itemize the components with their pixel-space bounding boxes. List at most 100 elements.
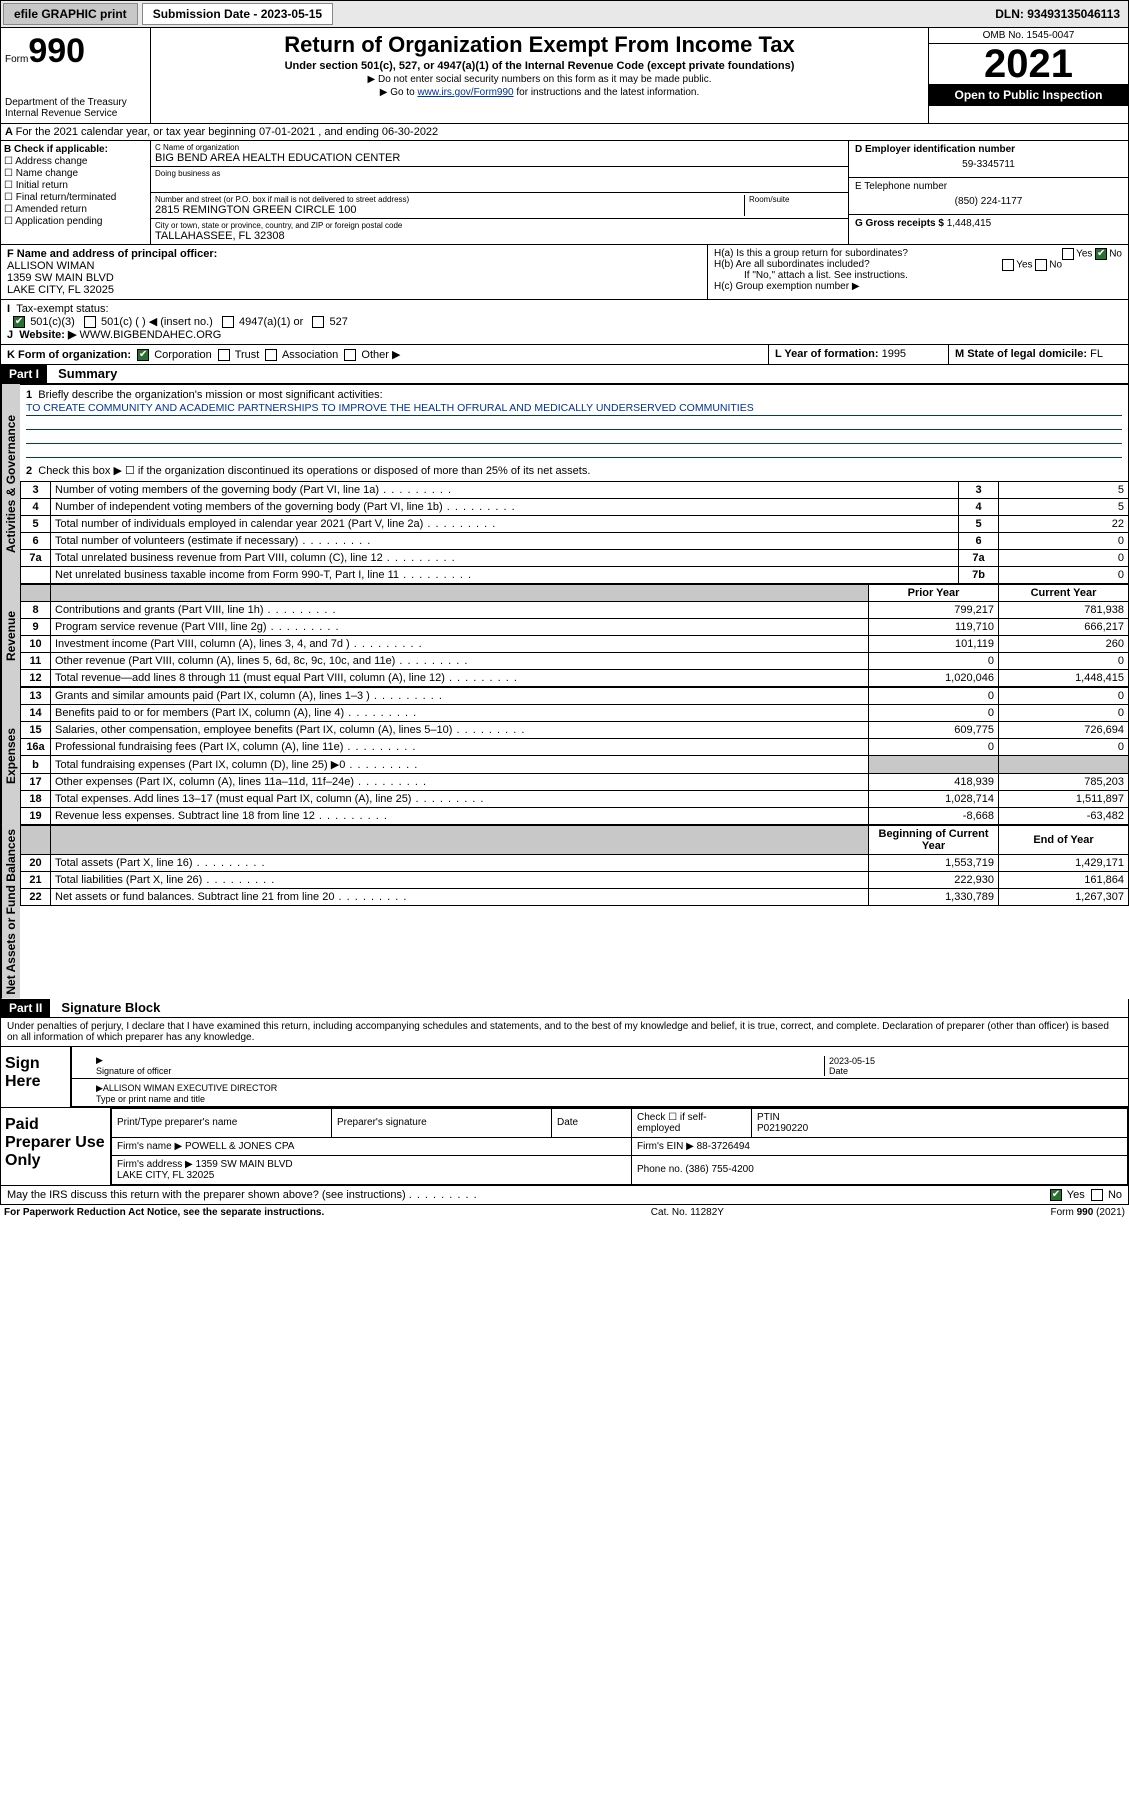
line-a-tax-year: A For the 2021 calendar year, or tax yea… — [0, 124, 1129, 141]
hb-yes[interactable] — [1002, 259, 1014, 271]
table-row: 21Total liabilities (Part X, line 26)222… — [21, 872, 1129, 889]
department-label: Department of the Treasury Internal Reve… — [5, 97, 146, 119]
q1-label: Briefly describe the organization's miss… — [38, 389, 382, 401]
part-2-label: Part II — [1, 999, 50, 1017]
preparer-table: Print/Type preparer's name Preparer's si… — [111, 1108, 1128, 1185]
net-assets-table: Beginning of Current YearEnd of Year 20T… — [20, 825, 1129, 906]
firm-name: POWELL & JONES CPA — [185, 1141, 294, 1152]
section-net-assets: Net Assets or Fund Balances Beginning of… — [0, 825, 1129, 999]
efile-print-button[interactable]: efile GRAPHIC print — [3, 3, 138, 25]
cb-final-return[interactable]: ☐ Final return/terminated — [4, 192, 147, 203]
h-c: H(c) Group exemption number ▶ — [714, 281, 1122, 292]
cb-address-change[interactable]: ☐ Address change — [4, 156, 147, 167]
cb-501c3[interactable]: ✔ — [13, 316, 25, 328]
mission-blank-3 — [26, 444, 1122, 458]
website-label: Website: ▶ — [19, 329, 76, 341]
box-b-title: B Check if applicable: — [4, 144, 108, 155]
perjury-statement: Under penalties of perjury, I declare th… — [1, 1018, 1128, 1046]
irs-link[interactable]: www.irs.gov/Form990 — [417, 87, 513, 98]
dln-label: DLN: 93493135046113 — [987, 3, 1128, 25]
ha-no[interactable]: ✔ — [1095, 248, 1107, 260]
table-row: 17Other expenses (Part IX, column (A), l… — [21, 774, 1129, 791]
firm-phone-label: Phone no. — [637, 1164, 683, 1175]
table-row: 12Total revenue—add lines 8 through 11 (… — [21, 670, 1129, 687]
table-row: 15Salaries, other compensation, employee… — [21, 722, 1129, 739]
cb-initial-return[interactable]: ☐ Initial return — [4, 180, 147, 191]
table-row: bTotal fundraising expenses (Part IX, co… — [21, 756, 1129, 774]
firm-addr-label: Firm's address ▶ — [117, 1159, 193, 1170]
section-b-through-g: B Check if applicable: ☐ Address change … — [0, 141, 1129, 245]
dba-label: Doing business as — [155, 169, 844, 178]
table-row: 16aProfessional fundraising fees (Part I… — [21, 739, 1129, 756]
part-1-header: Part I Summary — [0, 365, 1129, 384]
officer-label: F Name and address of principal officer: — [7, 248, 217, 260]
type-name-label: Type or print name and title — [96, 1094, 205, 1104]
hdr-prior-year: Prior Year — [869, 585, 999, 602]
form-org-label: K Form of organization: — [7, 349, 131, 361]
cb-501c[interactable] — [84, 316, 96, 328]
vlabel-governance: Activities & Governance — [1, 384, 20, 584]
q2-label: Check this box ▶ ☐ if the organization d… — [38, 465, 590, 477]
cb-527[interactable] — [312, 316, 324, 328]
hb-no[interactable] — [1035, 259, 1047, 271]
table-row: 20Total assets (Part X, line 16)1,553,71… — [21, 855, 1129, 872]
footer-mid: Cat. No. 11282Y — [651, 1207, 724, 1218]
officer-name: ALLISON WIMAN — [7, 260, 94, 272]
form-header: Form990 Department of the Treasury Inter… — [0, 28, 1129, 124]
signature-block: Under penalties of perjury, I declare th… — [0, 1018, 1129, 1205]
prep-name-label: Print/Type preparer's name — [112, 1108, 332, 1137]
phone-label: E Telephone number — [855, 181, 947, 192]
mission-blank-2 — [26, 430, 1122, 444]
ptin-value: P02190220 — [757, 1123, 808, 1134]
section-governance: Activities & Governance 1 Briefly descri… — [0, 384, 1129, 584]
h-b: H(b) Are all subordinates included? Yes … — [714, 259, 1122, 270]
org-name: BIG BEND AREA HEALTH EDUCATION CENTER — [155, 152, 844, 164]
form-subtitle: Under section 501(c), 527, or 4947(a)(1)… — [155, 60, 924, 72]
cb-trust[interactable] — [218, 349, 230, 361]
ein-label: D Employer identification number — [855, 144, 1015, 155]
section-revenue: Revenue Prior YearCurrent Year 8Contribu… — [0, 584, 1129, 687]
sig-officer-label: Signature of officer — [96, 1066, 171, 1076]
cb-corporation[interactable]: ✔ — [137, 349, 149, 361]
revenue-table: Prior YearCurrent Year 8Contributions an… — [20, 584, 1129, 687]
org-address: 2815 REMINGTON GREEN CIRCLE 100 — [155, 204, 744, 216]
sign-here-label: Sign Here — [1, 1047, 71, 1107]
cb-name-change[interactable]: ☐ Name change — [4, 168, 147, 179]
ein-value: 59-3345711 — [855, 155, 1122, 174]
tax-year: 2021 — [929, 44, 1128, 84]
cb-application-pending[interactable]: ☐ Application pending — [4, 216, 147, 227]
cb-association[interactable] — [265, 349, 277, 361]
mission-blank-1 — [26, 416, 1122, 430]
phone-value: (850) 224-1177 — [855, 192, 1122, 211]
form-title: Return of Organization Exempt From Incom… — [155, 32, 924, 58]
table-row: 4Number of independent voting members of… — [21, 499, 1129, 516]
h-b-note: If "No," attach a list. See instructions… — [714, 270, 1122, 281]
part-2-title: Signature Block — [53, 998, 168, 1017]
page-footer: For Paperwork Reduction Act Notice, see … — [0, 1205, 1129, 1220]
officer-addr2: LAKE CITY, FL 32025 — [7, 284, 114, 296]
hdr-current-year: Current Year — [999, 585, 1129, 602]
table-row: 3Number of voting members of the governi… — [21, 482, 1129, 499]
h-a: H(a) Is this a group return for subordin… — [714, 248, 1122, 259]
org-name-label: C Name of organization — [155, 143, 844, 152]
top-bar: efile GRAPHIC print Submission Date - 20… — [0, 0, 1129, 28]
self-employed-check[interactable]: Check ☐ if self-employed — [632, 1108, 752, 1137]
firm-name-label: Firm's name ▶ — [117, 1141, 182, 1152]
table-row: 8Contributions and grants (Part VIII, li… — [21, 602, 1129, 619]
year-formation-label: L Year of formation: — [775, 348, 879, 360]
state-domicile: FL — [1090, 348, 1103, 360]
discuss-row: May the IRS discuss this return with the… — [1, 1185, 1128, 1204]
row-i-j: I Tax-exempt status: ✔ 501(c)(3) 501(c) … — [0, 300, 1129, 345]
tax-exempt-label: Tax-exempt status: — [16, 303, 108, 315]
table-row: 5Total number of individuals employed in… — [21, 516, 1129, 533]
part-1-label: Part I — [1, 365, 47, 383]
discuss-yes[interactable]: ✔ — [1050, 1189, 1062, 1201]
date-label: Date — [829, 1066, 848, 1076]
cb-4947[interactable] — [222, 316, 234, 328]
discuss-no[interactable] — [1091, 1189, 1103, 1201]
firm-ein: 88-3726494 — [697, 1141, 750, 1152]
cb-amended-return[interactable]: ☐ Amended return — [4, 204, 147, 215]
ha-yes[interactable] — [1062, 248, 1074, 260]
cb-other[interactable] — [344, 349, 356, 361]
hdr-end-year: End of Year — [999, 826, 1129, 855]
